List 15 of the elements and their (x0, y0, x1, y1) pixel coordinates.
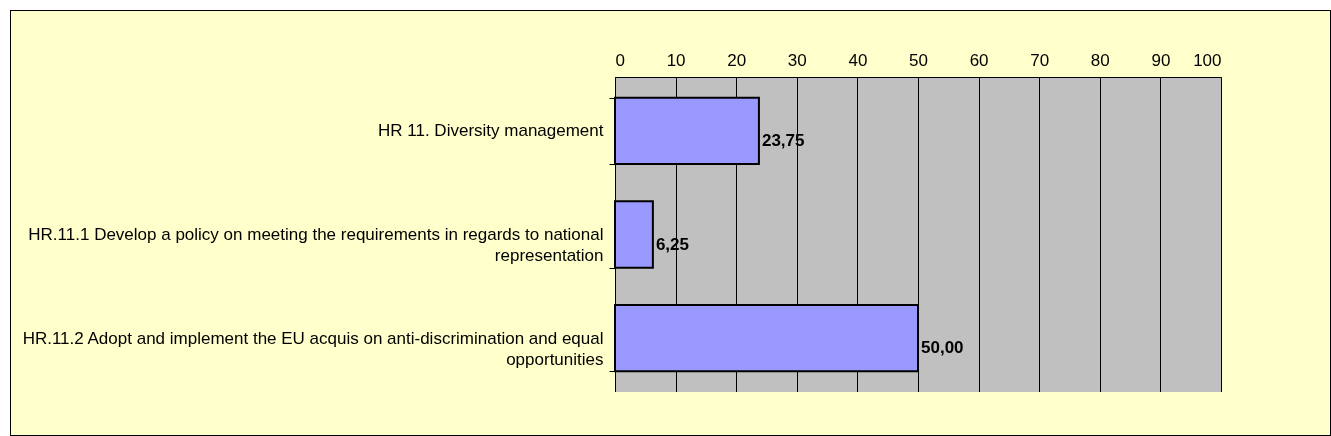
y-tick-label: HR.11.1 Develop a policy on meeting the requirements in regards to national representation (28, 225, 604, 265)
x-tick-label: 20 (727, 50, 747, 70)
x-tick-label: 50 (909, 50, 928, 70)
x-tick-label: 60 (969, 50, 989, 70)
x-tick-label: 0 (615, 50, 625, 70)
x-tick-label: 10 (666, 50, 686, 70)
x-tick-label: 100 (1193, 50, 1222, 70)
x-tick-label: 40 (848, 50, 868, 70)
y-tick-label: HR.11.2 Adopt and implement the EU acquis on anti-discrimination and equal opportunities (22, 328, 604, 369)
y-tick-label: HR 11. Diversity management (378, 121, 604, 141)
x-tick-label: 70 (1030, 50, 1050, 70)
x-tick-label: 30 (787, 50, 807, 70)
data-label: 50,00 (921, 338, 964, 358)
x-tick-label: 80 (1090, 50, 1110, 70)
x-tick-label: 90 (1151, 50, 1171, 70)
